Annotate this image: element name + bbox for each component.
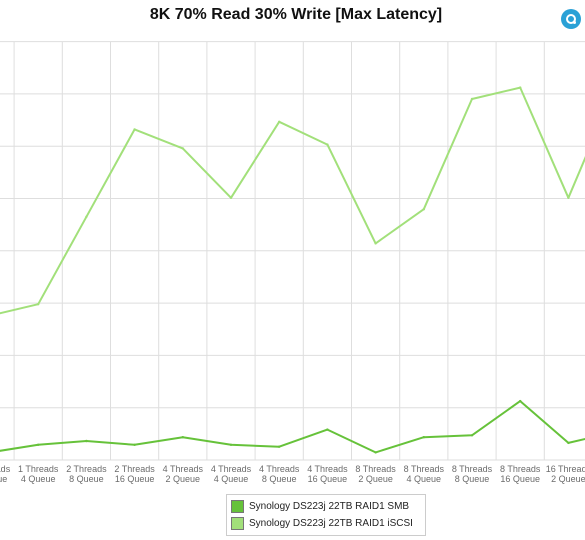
data-point [181, 436, 184, 439]
data-point [326, 428, 329, 431]
x-tick-label: 16 Threads [546, 464, 585, 474]
x-tick-label: 4 Threads [307, 464, 348, 474]
chart-menu-icon-ring [566, 14, 576, 24]
data-point [326, 143, 329, 146]
chart-legend: Synology DS223j 22TB RAID1 SMB Synology D… [226, 494, 426, 536]
chart-title: 8K 70% Read 30% Write [Max Latency] [149, 6, 443, 23]
x-tick-label: 4 Queue [214, 474, 249, 484]
x-tick-label: 16 Queue [500, 474, 540, 484]
data-point [37, 303, 40, 306]
x-tick-label: 4 Threads [211, 464, 252, 474]
data-point [470, 97, 474, 101]
data-point [567, 441, 570, 445]
data-point [374, 451, 377, 454]
x-tick-label: 8 Queue [455, 474, 490, 484]
data-point [229, 196, 233, 199]
x-tick-label: 8 Threads [452, 464, 493, 474]
x-tick-label: 2 Threads [66, 464, 107, 474]
x-tick-label: 2 Queue [166, 474, 201, 484]
series-line-2 [0, 86, 585, 315]
x-tick-label: 4 Threads [163, 464, 204, 474]
x-tick-label: 2 Queue [0, 474, 7, 484]
data-point [133, 443, 136, 446]
legend-swatch [231, 500, 244, 513]
data-point [567, 196, 570, 199]
series-line-1 [0, 400, 585, 454]
x-tick-label: 2 Queue [358, 474, 393, 484]
data-point [519, 86, 522, 89]
data-point [470, 434, 474, 437]
legend-item[interactable]: Synology DS223j 22TB RAID1 iSCSI [231, 515, 421, 532]
legend-item[interactable]: Synology DS223j 22TB RAID1 SMB [231, 498, 421, 515]
legend-label: Synology DS223j 22TB RAID1 iSCSI [249, 518, 413, 529]
x-tick-label: 8 Queue [262, 474, 297, 484]
data-point [278, 445, 281, 448]
data-point [278, 120, 281, 124]
data-point [133, 128, 136, 131]
data-point [229, 443, 233, 446]
x-tick-label: 16 Queue [308, 474, 348, 484]
data-point [181, 147, 184, 150]
legend-swatch [231, 517, 244, 530]
data-point [37, 443, 40, 446]
legend-label: Synology DS223j 22TB RAID1 SMB [249, 501, 410, 512]
data-point [374, 242, 377, 245]
data-point [422, 208, 425, 211]
x-tick-label: 8 Threads [355, 464, 396, 474]
x-tick-label: 1 Threads [18, 464, 59, 474]
x-tick-label: 4 Queue [407, 474, 442, 484]
x-tick-label: 2 Queue [551, 474, 585, 484]
data-point [422, 436, 425, 439]
x-tick-label: 2 Threads [114, 464, 155, 474]
x-tick-label: 1 Threads [0, 464, 11, 474]
x-tick-label: 8 Threads [500, 464, 541, 474]
x-tick-label: 4 Queue [21, 474, 56, 484]
x-tick-label: 4 Threads [259, 464, 300, 474]
data-point [519, 399, 522, 403]
chart-menu-icon-dot [573, 21, 576, 24]
data-point [85, 439, 88, 443]
x-tick-label: 8 Queue [69, 474, 104, 484]
chart-menu-icon[interactable] [561, 9, 581, 29]
x-tick-label: 16 Queue [115, 474, 155, 484]
data-point [85, 215, 88, 218]
x-tick-label: 8 Threads [404, 464, 445, 474]
